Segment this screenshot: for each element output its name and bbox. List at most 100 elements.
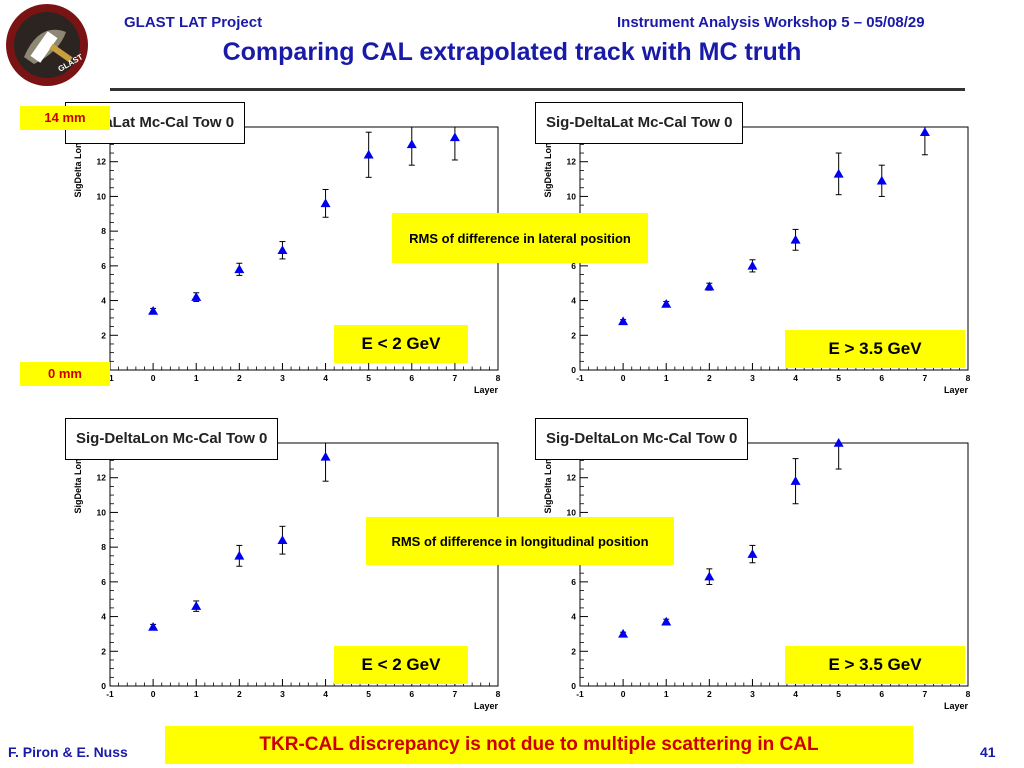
data-point xyxy=(919,127,930,136)
data-point xyxy=(747,549,758,558)
y-tick-label: 4 xyxy=(571,296,576,306)
data-point xyxy=(618,316,629,326)
energy-label-high-top: E > 3.5 GeV xyxy=(785,330,965,368)
data-point xyxy=(191,601,202,610)
x-tick-label: 3 xyxy=(750,373,755,383)
y-tick-label: 6 xyxy=(101,577,106,587)
energy-label-low-bottom: E < 2 GeV xyxy=(334,646,468,684)
y-tick-label: 10 xyxy=(567,191,577,201)
data-point xyxy=(833,168,844,178)
data-point xyxy=(277,535,288,544)
y-axis-label: SigDelta Long xyxy=(73,453,83,514)
page-number: 41 xyxy=(980,744,996,760)
x-tick-label: 7 xyxy=(453,689,458,699)
x-axis-label: Layer xyxy=(474,701,499,711)
y-tick-label: 0 xyxy=(571,365,576,375)
y-tick-label: 2 xyxy=(101,646,106,656)
x-axis-label: Layer xyxy=(474,385,499,395)
x-axis-label: Layer xyxy=(944,701,969,711)
project-name: GLAST LAT Project xyxy=(124,14,263,31)
x-axis-label: Layer xyxy=(944,385,969,395)
x-tick-label: 6 xyxy=(409,373,414,383)
y-tick-label: 6 xyxy=(571,577,576,587)
data-point xyxy=(406,139,417,149)
chart-2-title: Sig-DeltaLat Mc-Cal Tow 0 xyxy=(535,102,744,144)
x-tick-label: 4 xyxy=(323,373,328,383)
chart-3-title: Sig-DeltaLon Mc-Cal Tow 0 xyxy=(65,418,279,460)
x-tick-label: 6 xyxy=(879,373,884,383)
data-point xyxy=(363,149,374,159)
data-point xyxy=(704,571,715,581)
x-tick-label: 5 xyxy=(366,373,371,383)
authors: F. Piron & E. Nuss xyxy=(8,744,128,760)
x-tick-label: 3 xyxy=(280,373,285,383)
data-point xyxy=(320,451,331,461)
conclusion-banner: TKR-CAL discrepancy is not due to multip… xyxy=(165,726,913,764)
y-tick-label: 6 xyxy=(101,261,106,271)
x-tick-label: 4 xyxy=(793,373,798,383)
y-tick-label: 12 xyxy=(97,157,107,167)
data-point xyxy=(449,132,460,142)
rms-lateral-note: RMS of difference in lateral position xyxy=(392,213,648,263)
x-tick-label: 2 xyxy=(237,689,242,699)
data-point xyxy=(320,198,331,208)
data-point xyxy=(704,281,715,291)
x-tick-label: 0 xyxy=(151,373,156,383)
x-tick-label: 2 xyxy=(707,689,712,699)
x-tick-label: 3 xyxy=(750,689,755,699)
y-tick-label: 0 xyxy=(571,681,576,691)
x-tick-label: 7 xyxy=(923,373,928,383)
y-tick-label: 8 xyxy=(101,226,106,236)
x-tick-label: 1 xyxy=(194,373,199,383)
x-tick-label: 1 xyxy=(664,373,669,383)
data-point xyxy=(191,292,202,301)
data-point xyxy=(148,305,159,315)
data-point xyxy=(234,550,245,560)
x-tick-label: 1 xyxy=(194,689,199,699)
workshop-name: Instrument Analysis Workshop 5 – 05/08/2… xyxy=(617,14,925,31)
x-tick-label: 1 xyxy=(664,689,669,699)
x-tick-label: 6 xyxy=(409,689,414,699)
y-tick-label: 4 xyxy=(101,612,106,622)
data-point xyxy=(661,616,672,626)
data-point xyxy=(833,438,844,447)
x-tick-label: -1 xyxy=(106,373,114,383)
header-rule xyxy=(110,88,965,91)
x-tick-label: 0 xyxy=(151,689,156,699)
glast-logo-icon: GLAST xyxy=(6,4,88,86)
chart-4-title: Sig-DeltaLon Mc-Cal Tow 0 xyxy=(535,418,749,460)
x-tick-label: 5 xyxy=(836,373,841,383)
x-tick-label: 5 xyxy=(366,689,371,699)
y-tick-label: 2 xyxy=(571,646,576,656)
data-point xyxy=(790,476,801,485)
x-tick-label: 8 xyxy=(966,689,971,699)
y-tick-label: 8 xyxy=(101,542,106,552)
data-point xyxy=(148,621,159,631)
x-tick-label: -1 xyxy=(576,373,584,383)
y-tick-label: 12 xyxy=(97,473,107,483)
y-axis-label: SigDelta Long xyxy=(73,137,83,198)
data-point xyxy=(790,234,801,244)
x-tick-label: 3 xyxy=(280,689,285,699)
data-point xyxy=(747,260,758,270)
y-tick-label: 12 xyxy=(567,473,577,483)
x-tick-label: 6 xyxy=(879,689,884,699)
x-tick-label: 4 xyxy=(793,689,798,699)
y-tick-label: 10 xyxy=(97,507,107,517)
x-tick-label: 2 xyxy=(237,373,242,383)
data-point xyxy=(661,299,672,308)
x-tick-label: 5 xyxy=(836,689,841,699)
y-axis-label: SigDelta Long xyxy=(543,137,553,198)
label-14mm: 14 mm xyxy=(20,106,110,130)
x-tick-label: 2 xyxy=(707,373,712,383)
energy-label-high-bottom: E > 3.5 GeV xyxy=(785,646,965,684)
data-point xyxy=(234,264,245,274)
y-tick-label: 4 xyxy=(101,296,106,306)
energy-label-low-top: E < 2 GeV xyxy=(334,325,468,363)
plot-panel-3: -1 0 1 2 3 4 5 6 7 8 0 2 4 6 8 10 12 Layer SigDelta Long S… xyxy=(65,413,515,733)
x-tick-label: -1 xyxy=(576,689,584,699)
data-point xyxy=(876,175,887,185)
